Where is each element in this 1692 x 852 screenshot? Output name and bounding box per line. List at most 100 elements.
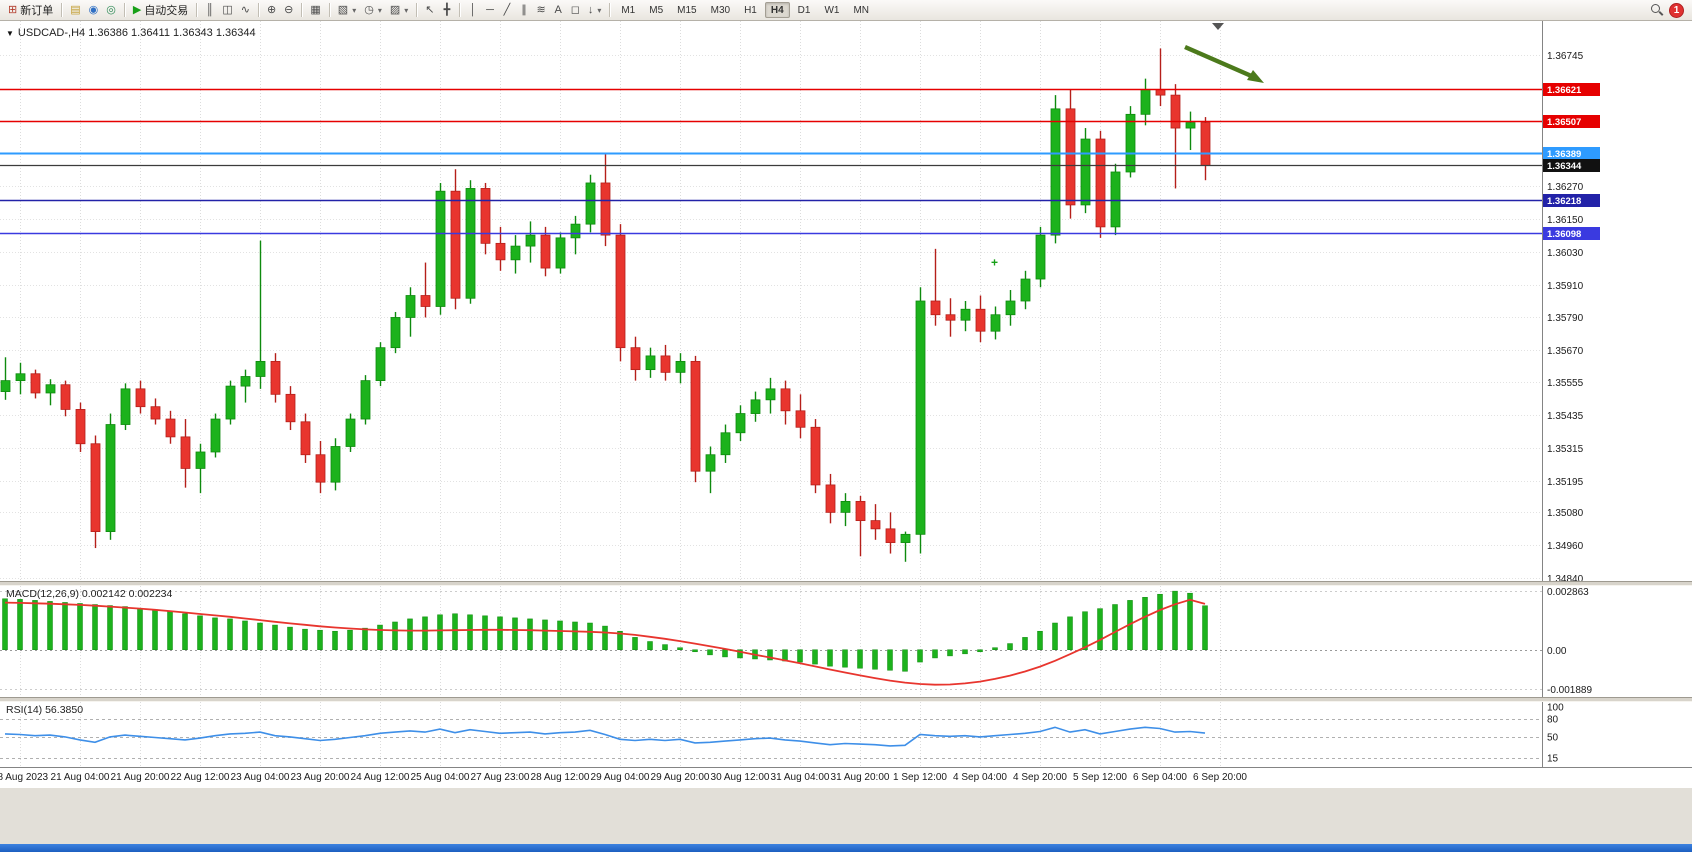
- candle: [45, 384, 56, 394]
- price-tick: 1.34960: [1547, 541, 1584, 552]
- bar-chart-button[interactable]: ║: [201, 2, 218, 19]
- dropdown-caret-icon: ▾: [377, 5, 382, 15]
- price-tick: 1.35315: [1547, 444, 1584, 455]
- candle: [765, 388, 776, 401]
- drawn-arrow[interactable]: [1184, 44, 1257, 81]
- template-button[interactable]: ▨ ▾: [386, 2, 412, 19]
- equidistant-channel-icon: ∥: [521, 3, 527, 16]
- trendline-button[interactable]: ╱: [498, 2, 515, 19]
- tile-windows-icon: ▦: [310, 3, 321, 16]
- macd-bar: [947, 649, 953, 657]
- panel-divider[interactable]: [0, 581, 1692, 586]
- macd-bar: [572, 621, 578, 650]
- timeframe-mn[interactable]: MN: [853, 4, 870, 16]
- macd-panel[interactable]: 0.002863 0.00 -0.001889 MACD(12,26,9) 0.00…: [0, 586, 1692, 697]
- panel-divider[interactable]: [0, 697, 1692, 702]
- zoom-out-icon: ⊖: [284, 3, 294, 16]
- new-order-button[interactable]: ⊞ 新订单: [4, 2, 57, 19]
- rsi-line: [4, 726, 1206, 747]
- price-tick: 1.35790: [1547, 313, 1584, 324]
- timeframe-m5[interactable]: M5: [649, 4, 664, 16]
- candlestick-chart[interactable]: 1.36745 1.36270 1.36150 1.36030 1.35910 1.357…: [0, 21, 1692, 581]
- text-label-button[interactable]: ◻: [567, 2, 584, 19]
- macd-bar: [437, 614, 443, 650]
- time-label: 30 Aug 12:00: [710, 772, 770, 783]
- candle: [1185, 122, 1196, 129]
- search-icon[interactable]: [1651, 4, 1663, 16]
- main-chart-panel[interactable]: 1.36745 1.36270 1.36150 1.36030 1.35910 1.357…: [0, 21, 1692, 581]
- cursor-icon: ↖: [425, 3, 435, 16]
- horizontal-line-button[interactable]: ─: [481, 2, 498, 19]
- symbol-caret-icon[interactable]: ▼: [6, 28, 14, 38]
- macd-bar: [362, 627, 368, 650]
- autotrading-button[interactable]: ▶ 自动交易: [129, 2, 192, 19]
- candle: [1125, 113, 1136, 173]
- macd-bar: [467, 614, 473, 650]
- macd-bar: [737, 649, 743, 659]
- crosshair-button[interactable]: ╋: [438, 2, 455, 19]
- profiles-button[interactable]: ◉: [85, 2, 103, 19]
- timeframe-h4[interactable]: H4: [764, 2, 790, 18]
- macd-bar: [632, 637, 638, 650]
- candle: [1095, 138, 1106, 228]
- candle: [450, 190, 461, 299]
- new-chart-icon: ▧: [337, 3, 349, 16]
- arrows-button[interactable]: ↓ ▾: [584, 2, 606, 19]
- macd-bar: [77, 603, 83, 650]
- macd-bar: [482, 615, 488, 650]
- timeframe-m1[interactable]: M1: [621, 4, 636, 16]
- layouts-button[interactable]: ▤: [66, 2, 84, 19]
- candle: [165, 418, 176, 438]
- text-button[interactable]: A: [550, 2, 567, 19]
- timeframe-w1[interactable]: W1: [824, 4, 840, 16]
- cursor-button[interactable]: ↖: [421, 2, 438, 19]
- macd-chart[interactable]: 0.002863 0.00 -0.001889: [0, 586, 1692, 697]
- line-chart-button[interactable]: ∿: [237, 2, 254, 19]
- chart-shift-marker[interactable]: [1212, 23, 1224, 30]
- candle: [300, 421, 311, 456]
- macd-bar: [227, 618, 233, 650]
- macd-tick: 0.002863: [1547, 587, 1589, 598]
- navigator-button[interactable]: ◎: [102, 2, 120, 19]
- fibonacci-button[interactable]: ≋: [532, 2, 549, 19]
- timeframe-d1[interactable]: D1: [797, 4, 811, 16]
- macd-bar: [92, 604, 98, 650]
- candle: [90, 443, 101, 532]
- text-icon: A: [554, 3, 562, 16]
- period-button[interactable]: ◷ ▾: [360, 2, 386, 19]
- timeframe-m15[interactable]: M15: [677, 4, 697, 16]
- timeframe-h1[interactable]: H1: [744, 4, 757, 16]
- candle: [195, 451, 206, 469]
- zoom-out-button[interactable]: ⊖: [280, 2, 297, 19]
- navigator-icon: ◎: [106, 3, 116, 16]
- rsi-tick: 100: [1547, 703, 1564, 714]
- macd-bar: [647, 641, 653, 650]
- candle: [870, 520, 881, 530]
- candlestick-chart-button[interactable]: ◫: [218, 2, 236, 19]
- candle: [345, 418, 356, 447]
- candle: [540, 234, 551, 269]
- macd-bar: [17, 599, 23, 650]
- timeframe-m30[interactable]: M30: [710, 4, 731, 16]
- equidistant-channel-button[interactable]: ∥: [515, 2, 532, 19]
- new-order-icon: ⊞: [8, 3, 18, 16]
- price-badge: [1543, 115, 1600, 128]
- notification-badge[interactable]: 1: [1669, 2, 1684, 18]
- candle: [675, 360, 686, 373]
- macd-bar: [1082, 611, 1088, 650]
- period-icon: ◷: [364, 3, 374, 16]
- macd-bar: [1022, 637, 1028, 650]
- rsi-panel[interactable]: 100 80 50 15 RSI(14) 56.3850: [0, 702, 1692, 767]
- tile-windows-button[interactable]: ▦: [306, 2, 324, 19]
- candle: [1110, 171, 1121, 228]
- vertical-line-button[interactable]: │: [464, 2, 481, 19]
- macd-bar: [1157, 593, 1163, 650]
- new-chart-button[interactable]: ▧ ▾: [334, 2, 360, 19]
- macd-label: MACD(12,26,9) 0.002142 0.002234: [6, 588, 173, 600]
- macd-bar: [422, 616, 428, 650]
- zoom-in-button[interactable]: ⊕: [263, 2, 280, 19]
- candle: [900, 533, 911, 543]
- drawn-arrow-head[interactable]: [1247, 70, 1264, 83]
